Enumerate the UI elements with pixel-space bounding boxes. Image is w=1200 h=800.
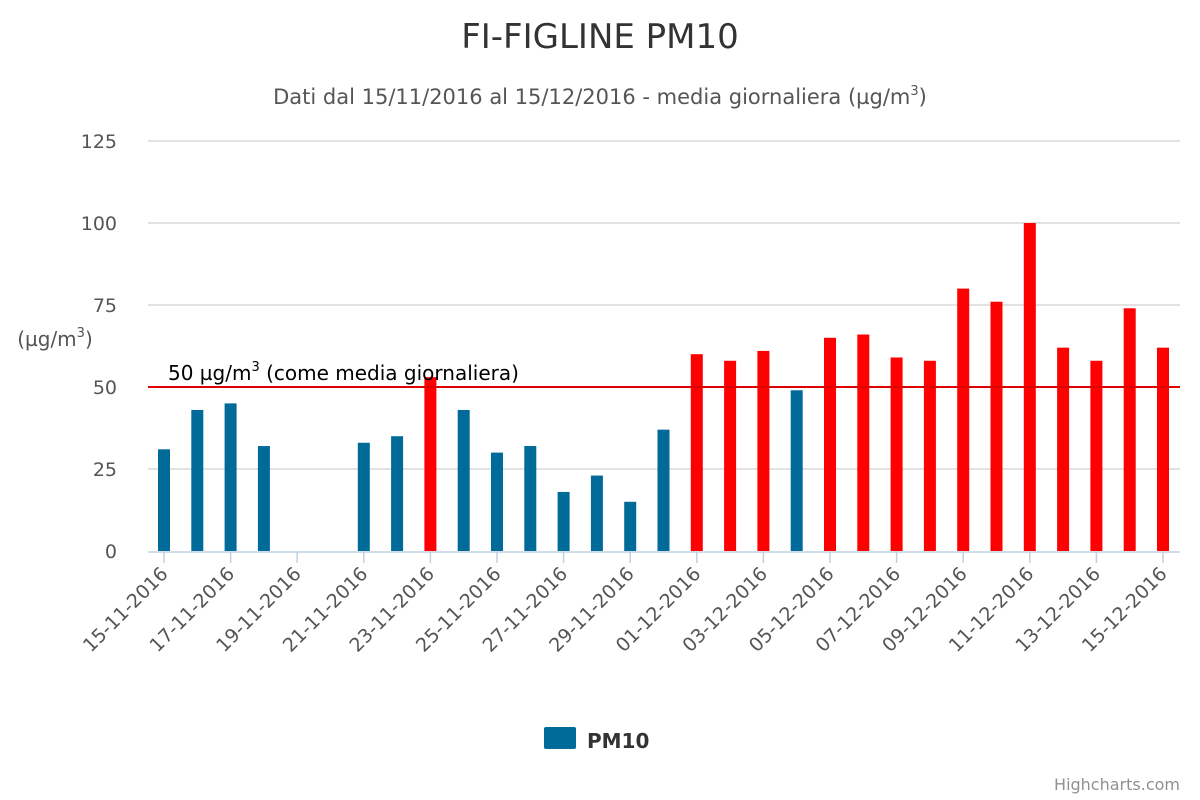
bar[interactable] bbox=[257, 446, 270, 551]
threshold-label-sup: 3 bbox=[251, 360, 259, 375]
bar[interactable] bbox=[1057, 347, 1070, 551]
chart-subtitle: Dati dal 15/11/2016 al 15/12/2016 - medi… bbox=[273, 84, 927, 109]
y-axis-ticks: 0 25 50 75 100 125 bbox=[81, 131, 117, 563]
bar[interactable] bbox=[790, 390, 803, 551]
chart-subtitle-sup: 3 bbox=[910, 84, 918, 99]
threshold-label: 50 µg/m3 (come media giornaliera) bbox=[168, 360, 519, 385]
threshold-label-tail: (come media giornaliera) bbox=[260, 361, 519, 385]
y-axis-label: (µg/m3) bbox=[17, 326, 93, 351]
bar[interactable] bbox=[657, 429, 670, 551]
y-axis-label-sup: 3 bbox=[77, 326, 85, 341]
credits-link[interactable]: Highcharts.com bbox=[1054, 775, 1180, 794]
bar[interactable] bbox=[857, 334, 870, 551]
bars bbox=[158, 223, 1169, 551]
bar[interactable] bbox=[357, 442, 370, 551]
threshold-label-main: 50 µg/m bbox=[168, 361, 251, 385]
legend-swatch[interactable] bbox=[544, 727, 576, 749]
bar[interactable] bbox=[457, 409, 470, 551]
bar[interactable] bbox=[957, 288, 970, 551]
chart-subtitle-tail: ) bbox=[919, 85, 927, 109]
y-tick-label: 125 bbox=[81, 131, 117, 153]
bar[interactable] bbox=[524, 446, 537, 551]
bar[interactable] bbox=[890, 357, 903, 551]
bar[interactable] bbox=[1157, 347, 1169, 551]
y-axis-label-main: (µg/m bbox=[17, 327, 76, 351]
y-tick-label: 25 bbox=[93, 459, 117, 481]
bar[interactable] bbox=[224, 403, 237, 551]
legend-label[interactable]: PM10 bbox=[587, 729, 649, 753]
y-tick-label: 0 bbox=[105, 541, 117, 563]
bar[interactable] bbox=[491, 452, 503, 551]
bar[interactable] bbox=[1123, 308, 1136, 551]
bar[interactable] bbox=[158, 449, 170, 551]
y-tick-label: 100 bbox=[81, 213, 117, 235]
bar[interactable] bbox=[757, 350, 770, 551]
y-tick-label: 75 bbox=[93, 295, 117, 317]
bar[interactable] bbox=[1090, 360, 1103, 551]
bar[interactable] bbox=[391, 436, 404, 551]
bar[interactable] bbox=[624, 501, 637, 551]
y-axis-label-tail: ) bbox=[85, 327, 93, 351]
chart-subtitle-main: Dati dal 15/11/2016 al 15/12/2016 - medi… bbox=[273, 85, 910, 109]
bar[interactable] bbox=[590, 475, 603, 551]
bar[interactable] bbox=[690, 354, 703, 551]
x-axis-ticks: 15-11-201617-11-201619-11-201621-11-2016… bbox=[79, 552, 1172, 657]
bar[interactable] bbox=[923, 360, 936, 551]
bar[interactable] bbox=[557, 491, 570, 551]
chart-title: FI-FIGLINE PM10 bbox=[461, 17, 739, 57]
bar[interactable] bbox=[990, 301, 1003, 551]
y-tick-label: 50 bbox=[93, 377, 117, 399]
bar[interactable] bbox=[191, 409, 204, 551]
bar[interactable] bbox=[824, 337, 836, 551]
bar[interactable] bbox=[724, 360, 737, 551]
legend[interactable]: PM10 bbox=[544, 727, 649, 753]
bar[interactable] bbox=[424, 377, 437, 551]
